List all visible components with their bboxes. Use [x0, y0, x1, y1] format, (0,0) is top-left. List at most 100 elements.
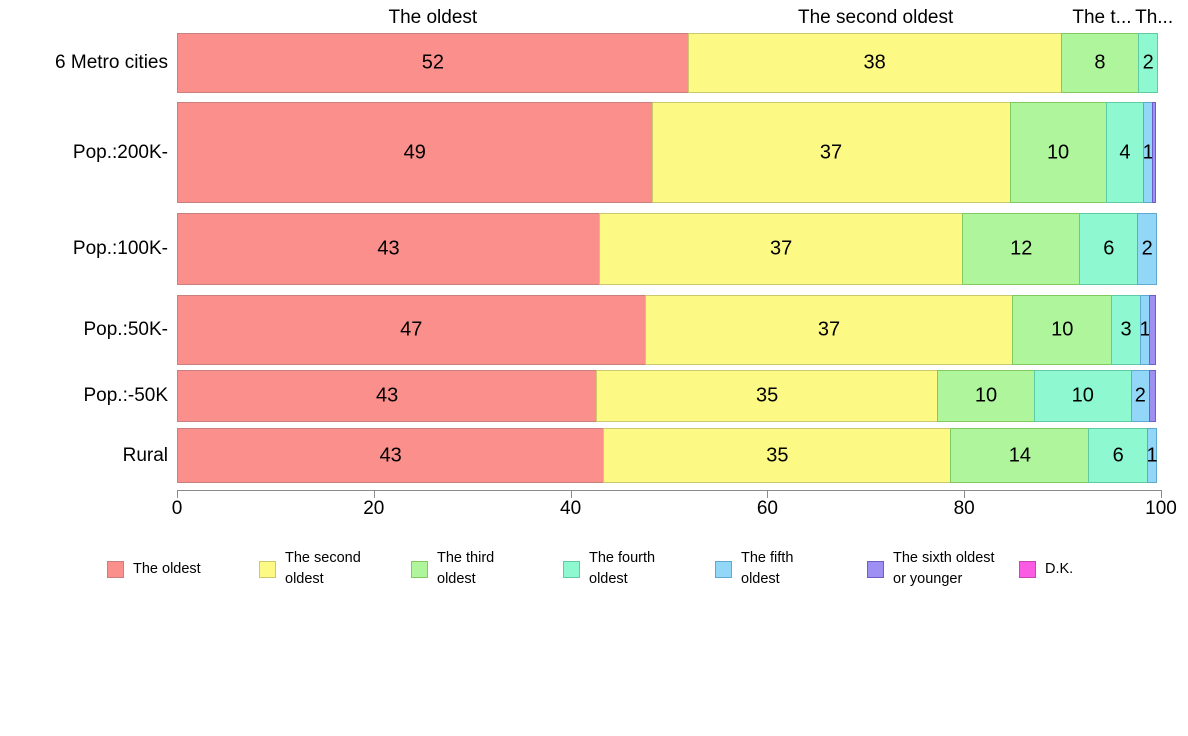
segment-value: 52: [421, 51, 444, 74]
x-axis-tick: [373, 490, 375, 498]
x-tick-label-0: 0: [171, 498, 183, 519]
legend-swatch-the-fourth-oldest: [563, 560, 580, 578]
x-tick-label-80: 80: [953, 498, 975, 519]
bar-row-pop-50k: 43 35 10 10 2: [177, 370, 1161, 422]
legend-swatch-the-fifth-oldest: [715, 560, 732, 578]
segment-the-second-oldest: 37: [644, 295, 1014, 365]
legend-label: The third oldest: [437, 550, 495, 587]
segment-the-second-oldest: 38: [687, 33, 1062, 93]
segment-value: 3: [1120, 318, 1132, 341]
segment-the-second-oldest: 37: [651, 102, 1011, 203]
segment-value: 35: [756, 384, 779, 407]
segment-value: 37: [819, 141, 843, 163]
top-label-2: The t...: [1072, 7, 1132, 28]
segment-value: 4: [1119, 141, 1131, 163]
segment-value: 37: [770, 237, 793, 260]
segment-the-oldest: 43: [177, 213, 601, 285]
segment-the-sixth-oldest-or-younger: [1149, 295, 1156, 365]
segment-the-oldest: 43: [177, 370, 598, 422]
legend-item-d-k: D.K.: [1019, 547, 1073, 591]
segment-value: 1: [1139, 318, 1151, 341]
segment-value: 10: [1071, 384, 1094, 407]
category-label-6-metro-cities: 6 Metro cities: [55, 52, 168, 73]
segment-value: 2: [1142, 51, 1154, 74]
segment-value: 47: [400, 318, 423, 341]
segment-the-fourth-oldest: 6: [1079, 213, 1139, 285]
segment-the-third-oldest: 14: [950, 428, 1090, 483]
segment-value: 35: [766, 444, 789, 466]
category-label-pop-50k: Pop.:-50K: [83, 385, 169, 406]
bar-row-pop-50k: 47 37 10 3 1: [177, 295, 1161, 365]
segment-value: 10: [1051, 318, 1074, 341]
x-axis-tick: [964, 490, 966, 498]
segment-the-third-oldest: 10: [1012, 295, 1113, 365]
segment-value: 37: [817, 318, 841, 341]
x-tick-label-60: 60: [756, 498, 778, 519]
segment-the-second-oldest: 37: [599, 213, 964, 285]
x-tick-label-20: 20: [363, 498, 385, 519]
x-tick-label-40: 40: [560, 498, 582, 519]
segment-value: 6: [1112, 444, 1124, 466]
legend-label: The fifth oldest: [741, 550, 794, 587]
legend-label: D.K.: [1045, 560, 1074, 577]
bar-row-rural: 43 35 14 6 1: [177, 428, 1161, 483]
segment-value: 1: [1146, 444, 1158, 466]
legend-swatch-d-k: [1019, 560, 1036, 578]
legend-label: The oldest: [133, 560, 201, 577]
segment-the-second-oldest: 35: [596, 370, 939, 422]
x-axis-tick: [177, 490, 178, 498]
legend-item-the-second-oldest: The second oldest: [259, 547, 361, 591]
legend-item-the-fourth-oldest: The fourth oldest: [563, 547, 655, 591]
legend-label: The second oldest: [285, 550, 361, 587]
legend-item-the-fifth-oldest: The fifth oldest: [715, 547, 793, 591]
top-label-3: Th...: [1135, 7, 1174, 28]
category-label-rural: Rural: [122, 444, 168, 466]
x-axis-line: [177, 490, 1161, 491]
segment-value: 8: [1094, 51, 1106, 74]
bar-row-6-metro-cities: 52 38 8 2: [177, 33, 1161, 93]
segment-value: 1: [1142, 141, 1154, 163]
legend-item-the-sixth-oldest-or-younger: The sixth oldest or younger: [867, 547, 995, 591]
segment-the-fourth-oldest: 3: [1111, 295, 1142, 365]
segment-the-fourth-oldest: 2: [1138, 33, 1158, 93]
segment-the-third-oldest: 10: [1009, 102, 1107, 203]
bar-row-pop-100k: 43 37 12 6 2: [177, 213, 1161, 285]
top-label-1: The second oldest: [797, 7, 954, 28]
segment-the-fifth-oldest: 2: [1137, 213, 1157, 285]
segment-the-fourth-oldest: 10: [1033, 370, 1132, 422]
category-label-pop-200k: Pop.:200K-: [72, 141, 168, 163]
segment-the-oldest: 47: [177, 295, 646, 365]
segment-the-fourth-oldest: 4: [1105, 102, 1145, 203]
segment-the-third-oldest: 12: [962, 213, 1081, 285]
segment-value: 6: [1103, 237, 1115, 260]
legend-item-the-third-oldest: The third oldest: [411, 547, 494, 591]
segment-value: 49: [403, 141, 426, 163]
segment-value: 43: [375, 384, 399, 407]
segment-the-oldest: 52: [177, 33, 689, 93]
segment-value: 38: [863, 51, 886, 74]
top-label-0: The oldest: [388, 7, 478, 28]
segment-value: 43: [377, 237, 400, 260]
segment-the-third-oldest: 10: [937, 370, 1035, 422]
category-label-pop-100k: Pop.:100K-: [72, 238, 168, 259]
bar-row-pop-200k: 49 37 10 4 1: [177, 102, 1161, 203]
legend-label: The sixth oldest or younger: [893, 550, 995, 587]
segment-value: 14: [1008, 444, 1031, 466]
segment-the-sixth-oldest-or-younger: [1152, 102, 1156, 203]
segment-the-fourth-oldest: 6: [1088, 428, 1149, 483]
legend-swatch-the-oldest: [107, 560, 124, 578]
segment-value: 43: [379, 444, 402, 466]
segment-value: 2: [1141, 237, 1153, 260]
segment-the-fifth-oldest: 2: [1130, 370, 1151, 422]
x-axis-tick: [1161, 490, 1162, 498]
category-label-pop-50k: Pop.:50K-: [83, 319, 169, 340]
legend-label: The fourth oldest: [589, 550, 656, 587]
x-axis-tick: [570, 490, 572, 498]
segment-value: 10: [974, 384, 998, 407]
segment-the-third-oldest: 8: [1060, 33, 1140, 93]
legend-swatch-the-second-oldest: [259, 560, 276, 578]
x-axis-tick: [767, 490, 769, 498]
segment-value: 2: [1134, 384, 1146, 407]
x-tick-label-100: 100: [1145, 498, 1177, 519]
